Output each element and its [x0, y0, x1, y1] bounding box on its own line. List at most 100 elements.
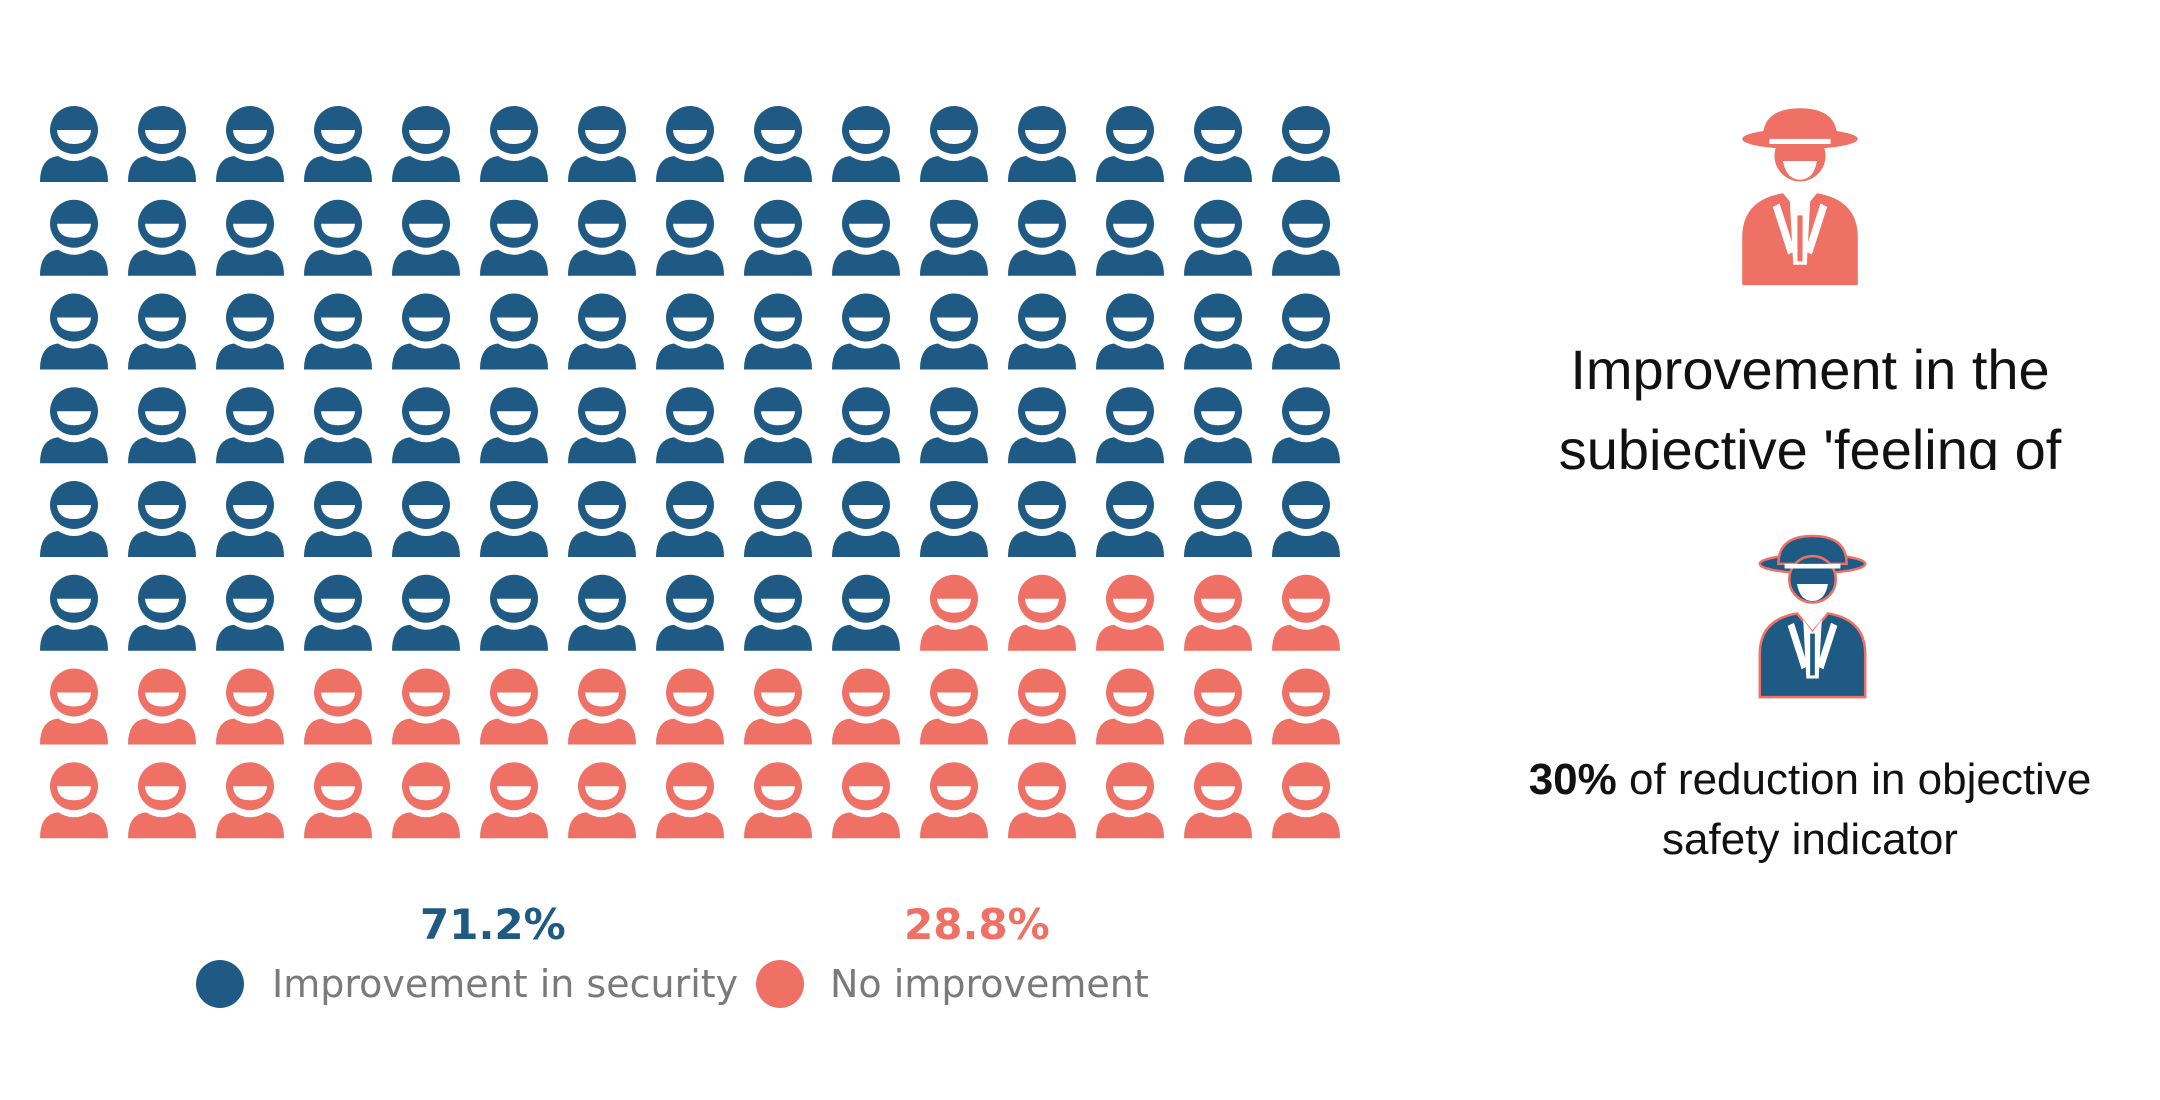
stat-text: 30% of reduction in objective safety ind… [1490, 750, 2130, 870]
person-icon [744, 574, 812, 651]
person-icon [216, 762, 284, 839]
person-icon [216, 387, 284, 464]
legend-label-no-improvement: No improvement [830, 962, 1149, 1006]
stat-value: 30% [1528, 755, 1617, 804]
person-icon [392, 668, 460, 745]
person-icon [480, 668, 548, 745]
person-icon [656, 668, 724, 745]
person-icon [40, 387, 108, 464]
person-icon [128, 668, 196, 745]
stat-description: of reduction in objective safety indicat… [1616, 755, 2092, 864]
legend-value-improvement: 71.2% [420, 900, 566, 949]
legend-label-improvement: Improvement in security [272, 962, 739, 1006]
person-icon [216, 668, 284, 745]
person-icon [568, 387, 636, 464]
person-icon [656, 106, 724, 182]
person-icon [216, 481, 284, 557]
person-icon [1096, 481, 1164, 557]
person-icon [1096, 293, 1164, 370]
legend-value-no-improvement: 28.8% [904, 900, 1050, 949]
person-icon [568, 762, 636, 839]
pictogram-grid [40, 106, 1340, 839]
person-icon [744, 762, 812, 839]
person-icon [304, 668, 372, 745]
side-panel: Improvement in the subjective 'feeling o… [1490, 100, 2130, 900]
person-icon [1008, 106, 1076, 182]
person-icon [920, 387, 988, 464]
person-icon [1096, 199, 1164, 276]
person-icon [832, 762, 900, 839]
person-icon [392, 199, 460, 276]
person-icon [1096, 106, 1164, 182]
person-icon [1184, 481, 1252, 557]
person-icon [1096, 387, 1164, 464]
person-icon [40, 668, 108, 745]
person-icon [656, 574, 724, 651]
person-icon [1272, 481, 1340, 557]
person-icon [832, 668, 900, 745]
person-icon [216, 574, 284, 651]
person-icon [216, 106, 284, 182]
person-icon [1184, 199, 1252, 276]
person-icon [656, 387, 724, 464]
person-icon [920, 668, 988, 745]
person-icon [1184, 762, 1252, 839]
person-icon [744, 199, 812, 276]
person-icon [304, 574, 372, 651]
person-icon [744, 668, 812, 745]
person-icon [744, 387, 812, 464]
person-icon [304, 293, 372, 370]
person-icon [832, 199, 900, 276]
person-icon [392, 574, 460, 651]
person-icon [832, 106, 900, 182]
legend-dot-no-improvement [756, 960, 804, 1008]
legend-dot-improvement [196, 960, 244, 1008]
person-icon [832, 481, 900, 557]
person-icon [1272, 293, 1340, 370]
person-icon [1272, 762, 1340, 839]
person-icon [1096, 574, 1164, 651]
person-icon [1272, 199, 1340, 276]
person-icon [304, 106, 372, 182]
person-icon [1008, 668, 1076, 745]
person-icon [128, 574, 196, 651]
person-icon [216, 293, 284, 370]
headline-container: Improvement in the subjective 'feeling o… [1490, 330, 2130, 470]
person-icon [656, 293, 724, 370]
person-icon [656, 762, 724, 839]
person-icon [480, 481, 548, 557]
person-icon [744, 481, 812, 557]
person-icon [1272, 106, 1340, 182]
person-icon [744, 106, 812, 182]
person-icon [568, 481, 636, 557]
spy-icon [1742, 108, 1858, 286]
person-icon [40, 574, 108, 651]
person-icon [1184, 387, 1252, 464]
person-icon [1008, 293, 1076, 370]
person-icon [480, 762, 548, 839]
person-icon [128, 481, 196, 557]
person-icon [392, 762, 460, 839]
person-icon [304, 387, 372, 464]
person-icon [1272, 387, 1340, 464]
person-icon [920, 762, 988, 839]
person-icon [920, 106, 988, 182]
person-icon [1272, 574, 1340, 651]
person-icon [40, 762, 108, 839]
person-icon [1096, 762, 1164, 839]
person-icon [128, 293, 196, 370]
spy-icon-blue [1758, 534, 1867, 699]
person-icon [40, 481, 108, 557]
person-icon [1008, 481, 1076, 557]
person-icon [920, 574, 988, 651]
person-icon [392, 106, 460, 182]
person-icon [568, 574, 636, 651]
person-icon [832, 574, 900, 651]
person-icon [128, 762, 196, 839]
person-icon [216, 199, 284, 276]
person-icon [480, 293, 548, 370]
person-icon [392, 293, 460, 370]
person-icon [1184, 293, 1252, 370]
person-icon [1008, 762, 1076, 839]
